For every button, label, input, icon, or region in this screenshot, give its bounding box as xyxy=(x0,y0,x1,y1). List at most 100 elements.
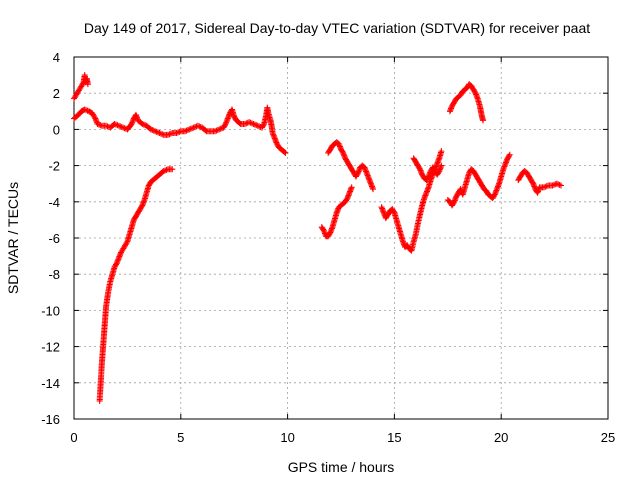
data-point xyxy=(152,128,159,135)
data-point xyxy=(216,126,223,133)
data-point xyxy=(354,171,361,178)
series-arc-7 xyxy=(410,155,445,184)
y-axis-title: SDTVAR / TECUs xyxy=(5,182,21,294)
x-tick-label: 0 xyxy=(70,430,77,445)
data-point xyxy=(114,122,121,129)
data-point xyxy=(176,128,183,135)
data-point xyxy=(183,127,190,134)
data-point xyxy=(555,181,562,188)
data-point xyxy=(253,122,260,129)
series-arc-6 xyxy=(378,148,445,254)
series-arc-5 xyxy=(325,139,377,193)
data-point xyxy=(111,120,118,127)
data-point xyxy=(506,151,513,158)
data-point xyxy=(91,114,98,121)
data-point xyxy=(149,127,156,134)
data-point xyxy=(163,166,170,173)
axis-ticks xyxy=(73,56,609,420)
chart-title: Day 149 of 2017, Sidereal Day-to-day VTE… xyxy=(84,20,590,36)
data-point xyxy=(529,179,536,186)
data-point xyxy=(190,124,197,131)
y-tick-label: 4 xyxy=(53,50,60,65)
data-point xyxy=(173,130,180,137)
data-point xyxy=(95,121,102,128)
data-point xyxy=(471,88,478,95)
data-point xyxy=(438,162,445,169)
data-point xyxy=(282,149,289,156)
series-arc-3 xyxy=(96,166,176,404)
data-point xyxy=(147,126,154,133)
data-point xyxy=(326,230,333,237)
data-point xyxy=(157,130,164,137)
data-point xyxy=(243,120,250,127)
data-point xyxy=(115,122,122,129)
series-arc-9 xyxy=(446,81,487,124)
data-point xyxy=(84,81,91,88)
data-point xyxy=(390,208,397,215)
data-point xyxy=(249,120,255,127)
data-point xyxy=(123,239,130,246)
data-point xyxy=(217,125,224,132)
data-point xyxy=(118,123,125,130)
data-point xyxy=(189,125,196,132)
data-point xyxy=(491,192,498,199)
data-point xyxy=(450,200,457,207)
x-tick-labels: 0 5 10 15 20 25 xyxy=(70,430,615,445)
data-point xyxy=(424,174,431,181)
series-arc-1 xyxy=(71,72,91,102)
data-point xyxy=(174,129,181,136)
data-point xyxy=(113,121,120,128)
data-point xyxy=(435,169,442,176)
x-tick-label: 20 xyxy=(494,430,508,445)
data-point xyxy=(187,125,194,132)
data-point xyxy=(348,184,355,191)
series-arc-8 xyxy=(444,151,513,209)
y-tick-label: -2 xyxy=(48,159,60,174)
data-point xyxy=(540,184,547,191)
data-point xyxy=(416,165,423,172)
data-point xyxy=(162,167,169,174)
data-point xyxy=(543,183,550,190)
data-point xyxy=(549,182,556,189)
y-tick-label: 2 xyxy=(53,86,60,101)
data-point xyxy=(153,128,160,135)
data-point xyxy=(97,122,104,129)
data-point xyxy=(164,131,171,138)
y-tick-label: -10 xyxy=(41,303,60,318)
data-point xyxy=(246,119,253,126)
data-point xyxy=(186,126,193,133)
data-point xyxy=(94,120,101,127)
data-point xyxy=(553,180,560,187)
data-point xyxy=(155,129,162,136)
data-point xyxy=(254,122,261,129)
data-point xyxy=(558,182,565,189)
data-point xyxy=(194,122,201,129)
series-arc-10 xyxy=(515,168,565,196)
data-point xyxy=(542,183,549,190)
y-tick-label: 0 xyxy=(53,122,60,137)
data-point xyxy=(438,148,445,155)
y-tick-labels: -16 -14 -12 -10 -8 -6 -4 -2 0 2 4 xyxy=(41,50,60,427)
series-arc-2 xyxy=(71,104,289,156)
data-point xyxy=(192,123,199,130)
x-axis-title: GPS time / hours xyxy=(288,459,395,475)
y-tick-label: -14 xyxy=(41,376,60,391)
data-point xyxy=(550,181,557,188)
data-point xyxy=(250,120,257,127)
data-point xyxy=(81,106,88,113)
data-points xyxy=(71,72,565,404)
series-arc-4 xyxy=(318,184,355,240)
data-point xyxy=(138,203,145,210)
data-point xyxy=(241,120,248,127)
grid-lines xyxy=(74,57,608,419)
data-point xyxy=(214,127,221,134)
data-point xyxy=(160,168,167,175)
data-point xyxy=(211,128,218,135)
data-point xyxy=(113,261,120,268)
x-tick-label: 5 xyxy=(177,430,184,445)
data-point xyxy=(196,123,203,130)
data-point xyxy=(506,152,513,159)
y-tick-label: -8 xyxy=(48,267,60,282)
data-point xyxy=(182,128,189,135)
data-point xyxy=(103,122,110,129)
